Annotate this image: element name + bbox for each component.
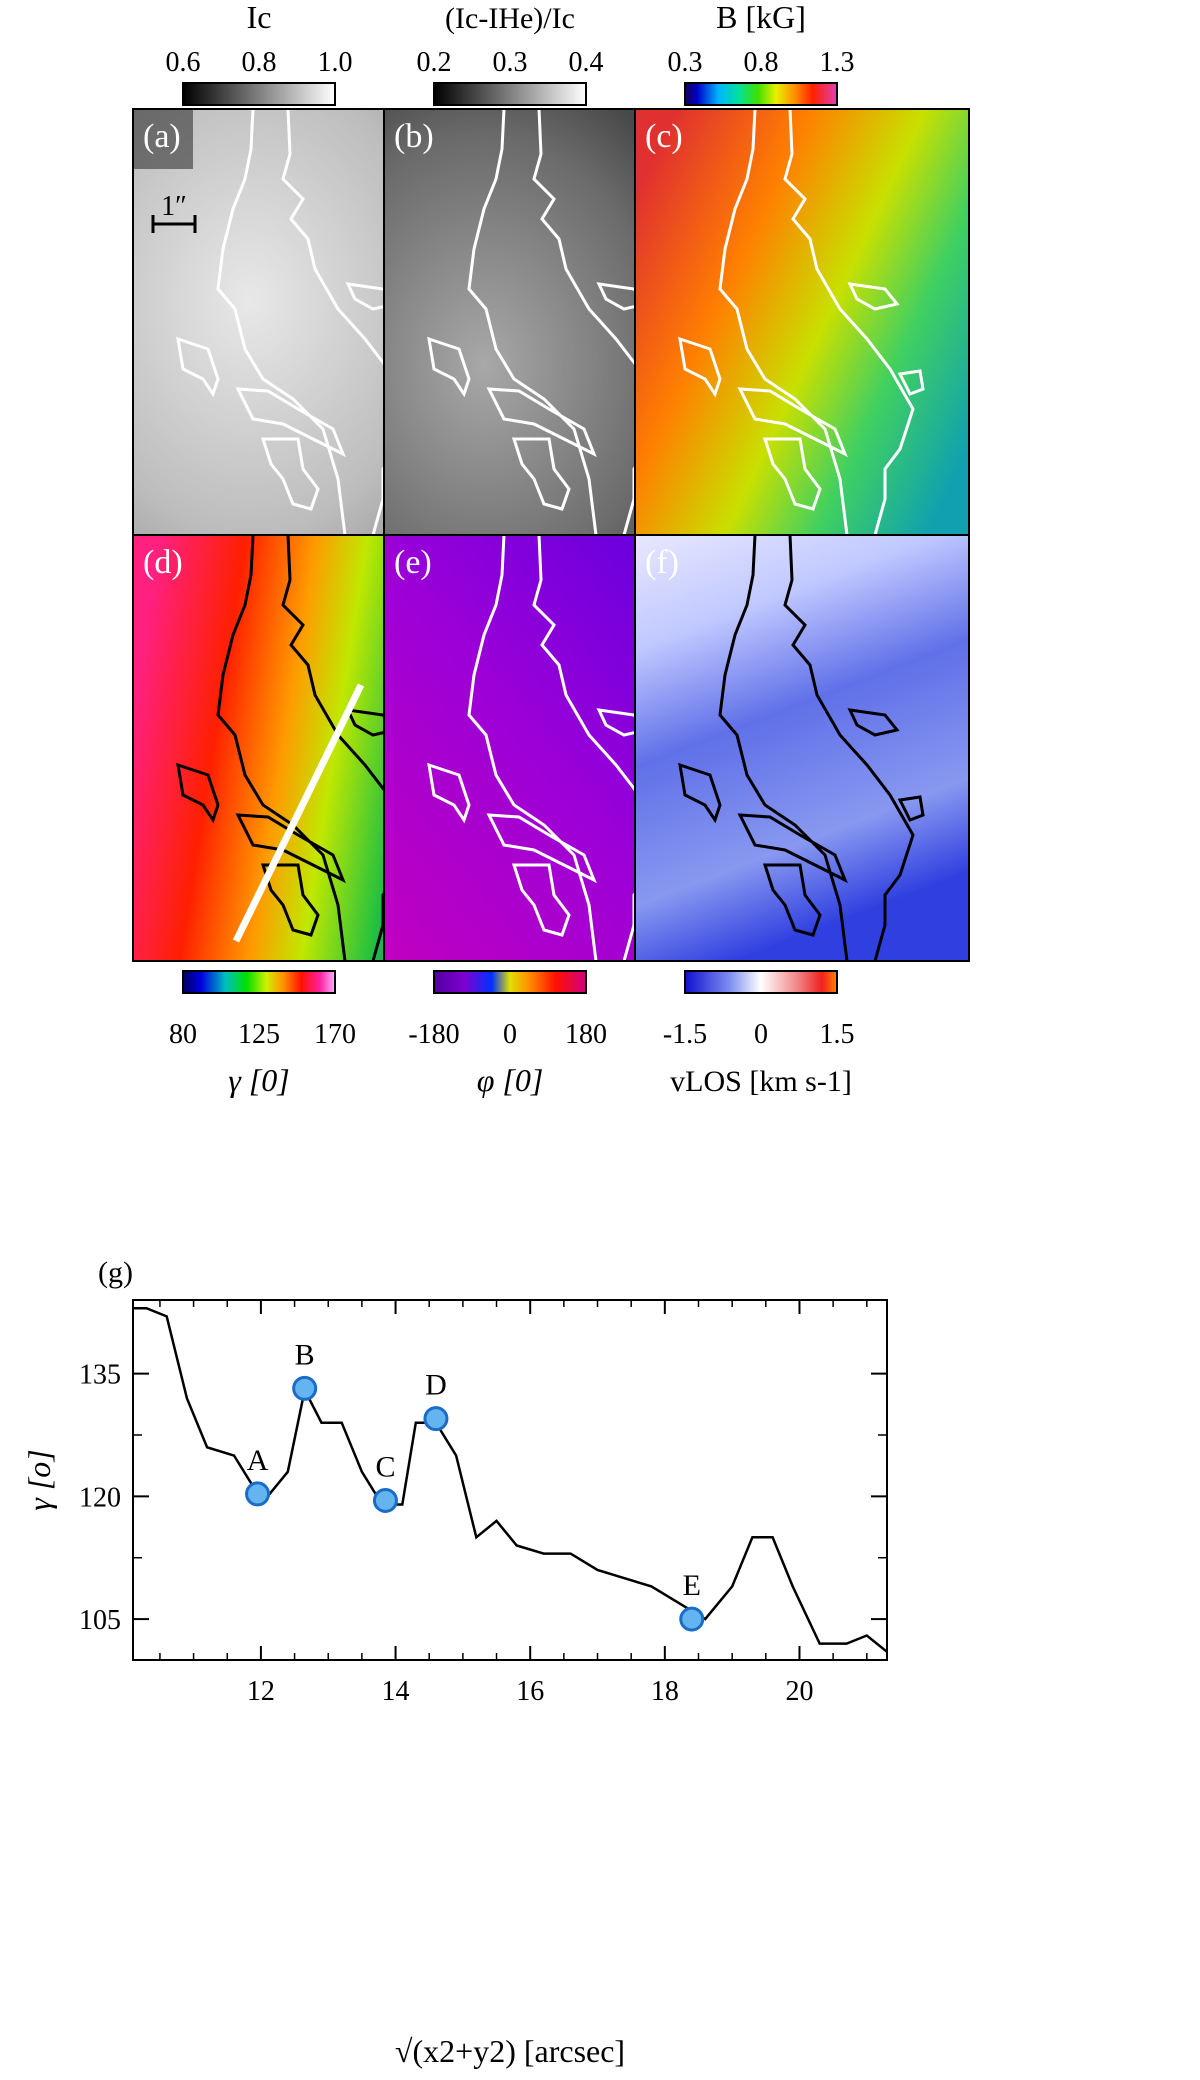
colorbar-tick: 0.6 (166, 47, 201, 78)
colorbar-top-ic: Ic 0.6 0.8 1.0 (166, 0, 353, 106)
colorbar-tick: 0.8 (242, 47, 277, 78)
x-tick-label: 18 (651, 1676, 679, 1707)
x-tick-label: 16 (516, 1676, 544, 1707)
colorbar-bottom-gamma: 80 125 170 γ [0] (169, 970, 356, 1098)
colorbar-tick: 0 (503, 1019, 517, 1050)
colorbar-bottom-phi: -180 0 180 φ [0] (408, 970, 607, 1098)
colorbar-top-ratio: (Ic-IHe)/Ic 0.2 0.3 0.4 (417, 2, 604, 106)
colorbar-top-b: B [kG] 0.3 0.8 1.3 (668, 0, 855, 106)
point-marker-e (679, 1606, 705, 1632)
scale-bar-label: 1″ (161, 191, 187, 222)
point-marker-c (372, 1487, 398, 1513)
panel-label: (d) (143, 544, 183, 581)
panel-c: (c) (634, 108, 970, 536)
chart-frame (132, 1299, 888, 1661)
colorbar-bottom-vlos: -1.5 0 1.5 vLOS [km s-1] (663, 970, 855, 1098)
chart-panel-label: (g) (98, 1256, 133, 1289)
series-line (133, 1306, 888, 1653)
colorbar-tick: 0 (754, 1019, 768, 1050)
colorbar-tick: 80 (169, 1019, 197, 1050)
chart-g: (g) 12 14 16 18 20 105 120 135 A B C D E γ [o] √(x2… (21, 1256, 888, 2069)
point-label: D (425, 1369, 447, 1402)
colorbar-title: φ [0] (477, 1062, 544, 1098)
colorbar-tick: 0.3 (668, 47, 703, 78)
colorbar-tick: 1.5 (820, 1019, 855, 1050)
point-label: B (295, 1338, 315, 1371)
colorbar-tick: 180 (565, 1019, 607, 1050)
panel-label: (c) (645, 118, 683, 155)
panel-label: (b) (394, 118, 434, 155)
y-tick-label: 105 (79, 1605, 121, 1636)
point-label: C (375, 1450, 395, 1483)
x-tick-label: 14 (382, 1676, 410, 1707)
colorbar-tick: 0.2 (417, 47, 452, 78)
panel-f: (f) (634, 534, 970, 962)
x-tick-label: 12 (247, 1676, 275, 1707)
chart-ticks: 12 14 16 18 20 105 120 135 (79, 1300, 887, 1707)
colorbar-title: γ [0] (228, 1062, 290, 1098)
colorbar-title: Ic (247, 0, 272, 35)
colorbar-tick: 1.3 (820, 47, 855, 78)
panel-label: (e) (394, 544, 432, 581)
panel-label: (f) (645, 544, 679, 581)
point-marker-b (292, 1375, 318, 1401)
point-marker-a (245, 1481, 271, 1507)
point-label: E (683, 1569, 701, 1602)
panel-label: (a) (143, 118, 181, 155)
colorbar-tick: 0.8 (744, 47, 779, 78)
colorbar-title: B [kG] (716, 0, 806, 35)
colorbar-tick: 1.0 (318, 47, 353, 78)
x-tick-label: 20 (785, 1676, 813, 1707)
y-tick-label: 120 (79, 1482, 121, 1513)
scale-bar: 1″ (151, 191, 197, 233)
colorbar-title: vLOS [km s-1] (670, 1065, 852, 1098)
colorbar-tick: 125 (238, 1019, 280, 1050)
cut-line (232, 683, 365, 943)
colorbar-tick: 170 (314, 1019, 356, 1050)
chart-points: A B C D E (245, 1338, 705, 1632)
point-label: A (247, 1444, 269, 1477)
y-tick-label: 135 (79, 1360, 121, 1391)
point-marker-d (423, 1406, 449, 1432)
y-axis-label: γ [o] (21, 1449, 57, 1511)
colorbar-tick: 0.4 (569, 47, 604, 78)
colorbar-tick: -1.5 (663, 1019, 707, 1050)
colorbar-tick: -180 (408, 1019, 459, 1050)
x-axis-label: √(x2+y2) [arcsec] (395, 2033, 625, 2069)
colorbar-tick: 0.3 (493, 47, 528, 78)
colorbar-title: (Ic-IHe)/Ic (445, 2, 575, 35)
